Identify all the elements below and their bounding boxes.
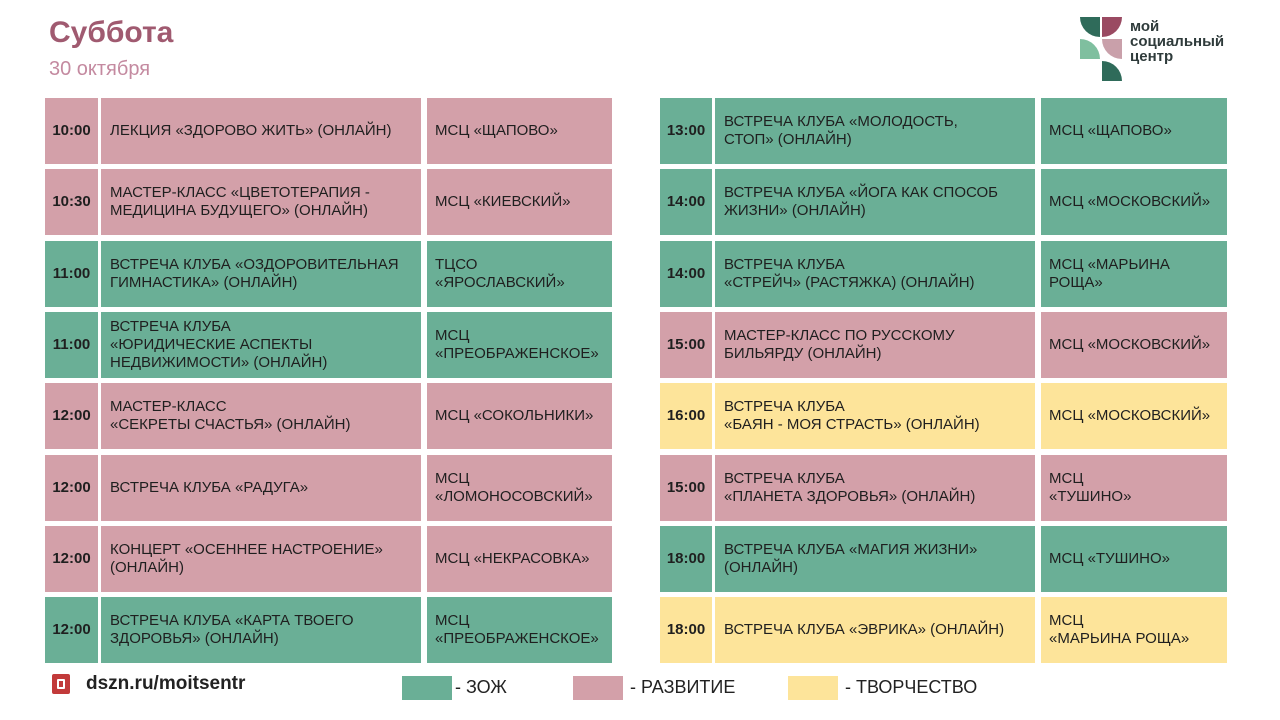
event-time: 11:00 [45,311,98,378]
logo-line-1: мой [1130,18,1160,35]
event-location: МСЦ «КИЕВСКИЙ» [427,169,612,236]
event-time: 14:00 [660,240,712,307]
page-title: Суббота [49,16,174,49]
event-title: ВСТРЕЧА КЛУБА «КАРТА ТВОЕГО ЗДОРОВЬЯ» (О… [101,597,421,664]
event-time: 10:30 [45,169,98,236]
logo-line-2: социальный [1130,33,1225,50]
legend-swatch-zozh [402,676,452,700]
event-time: 13:00 [660,98,712,164]
event-location: МСЦ «ЩАПОВО» [1041,98,1227,164]
event-time: 12:00 [45,597,98,664]
page-subtitle: 30 октября [49,58,151,80]
legend-label-tvor: - ТВОРЧЕСТВО [845,677,978,697]
event-title: ВСТРЕЧА КЛУБА «МОЛОДОСТЬ, СТОП» (ОНЛАЙН) [715,98,1035,164]
event-location: МСЦ «ТУШИНО» [1041,454,1227,521]
event-location: МСЦ «МАРЬИНА РОЩА» [1041,240,1227,307]
event-time: 12:00 [45,454,98,521]
logo-line-3: центр [1130,48,1174,65]
event-title: ВСТРЕЧА КЛУБА «ЮРИДИЧЕСКИЕ АСПЕКТЫ НЕДВИ… [101,311,421,378]
event-time: 14:00 [660,169,712,236]
event-time: 10:00 [45,98,98,164]
event-location: МСЦ «НЕКРАСОВКА» [427,525,612,592]
event-title: ВСТРЕЧА КЛУБА «ЙОГА КАК СПОСОБ ЖИЗНИ» (О… [715,169,1035,236]
event-time: 15:00 [660,311,712,378]
event-title: МАСТЕР-КЛАСС «СЕКРЕТЫ СЧАСТЬЯ» (ОНЛАЙН) [101,383,421,450]
moscow-emblem-icon [52,674,70,694]
event-location: МСЦ «ЛОМОНОСОВСКИЙ» [427,454,612,521]
legend-swatch-tvor [788,676,838,700]
event-title: МАСТЕР-КЛАСС ПО РУССКОМУ БИЛЬЯРДУ (ОНЛАЙ… [715,311,1035,378]
event-time: 15:00 [660,454,712,521]
event-location: МСЦ «ЩАПОВО» [427,98,612,164]
event-time: 12:00 [45,525,98,592]
legend-swatch-razv [573,676,623,700]
brand-logo: мой социальный центр [1080,17,1240,81]
event-title: ВСТРЕЧА КЛУБА «ЭВРИКА» (ОНЛАЙН) [715,597,1035,664]
event-time: 18:00 [660,597,712,664]
event-title: ВСТРЕЧА КЛУБА «ПЛАНЕТА ЗДОРОВЬЯ» (ОНЛАЙН… [715,454,1035,521]
footer-url: dszn.ru/moitsentr [86,673,246,694]
schedule-right-column: 13:00 ВСТРЕЧА КЛУБА «МОЛОДОСТЬ, СТОП» (ОН… [660,98,1227,666]
event-title: КОНЦЕРТ «ОСЕННЕЕ НАСТРОЕНИЕ» (ОНЛАЙН) [101,525,421,592]
legend-label-razv: - РАЗВИТИЕ [630,677,736,697]
logo-mark-icon [1080,17,1122,81]
event-title: ВСТРЕЧА КЛУБА «РАДУГА» [101,454,421,521]
event-time: 16:00 [660,383,712,450]
event-location: МСЦ «СОКОЛЬНИКИ» [427,383,612,450]
event-time: 12:00 [45,383,98,450]
schedule-left-column: 10:00 ЛЕКЦИЯ «ЗДОРОВО ЖИТЬ» (ОНЛАЙН) МСЦ «… [45,98,612,666]
event-location: МСЦ «ТУШИНО» [1041,525,1227,592]
event-location: МСЦ «МОСКОВСКИЙ» [1041,383,1227,450]
event-title: МАСТЕР-КЛАСС «ЦВЕТОТЕРАПИЯ - МЕДИЦИНА БУ… [101,169,421,236]
event-title: ВСТРЕЧА КЛУБА «ОЗДОРОВИТЕЛЬНАЯ ГИМНАСТИК… [101,240,421,307]
event-title: ЛЕКЦИЯ «ЗДОРОВО ЖИТЬ» (ОНЛАЙН) [101,98,421,164]
event-title: ВСТРЕЧА КЛУБА «СТРЕЙЧ» (РАСТЯЖКА) (ОНЛАЙ… [715,240,1035,307]
event-location: МСЦ «ПРЕОБРАЖЕНСКОЕ» [427,597,612,664]
event-location: МСЦ «МОСКОВСКИЙ» [1041,169,1227,236]
event-time: 11:00 [45,240,98,307]
event-time: 18:00 [660,525,712,592]
event-location: ТЦСО «ЯРОСЛАВСКИЙ» [427,240,612,307]
event-location: МСЦ «МАРЬИНА РОЩА» [1041,597,1227,664]
event-title: ВСТРЕЧА КЛУБА «МАГИЯ ЖИЗНИ» (ОНЛАЙН) [715,525,1035,592]
event-location: МСЦ «ПРЕОБРАЖЕНСКОЕ» [427,311,612,378]
event-title: ВСТРЕЧА КЛУБА «БАЯН - МОЯ СТРАСТЬ» (ОНЛА… [715,383,1035,450]
legend-label-zozh: - ЗОЖ [455,677,507,697]
event-location: МСЦ «МОСКОВСКИЙ» [1041,311,1227,378]
